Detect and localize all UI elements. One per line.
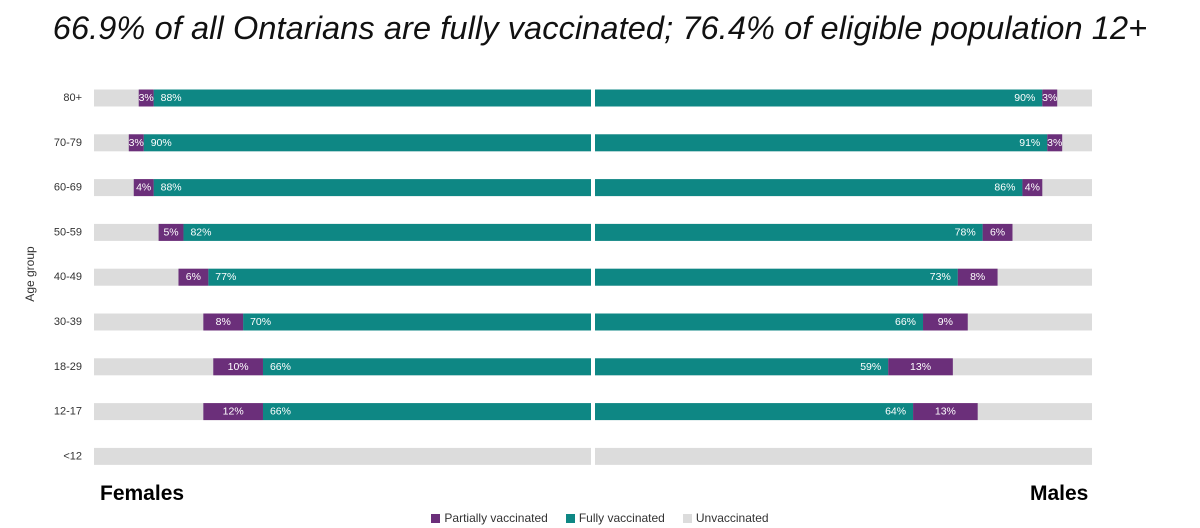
- label-partial-male-80: 3%: [1042, 92, 1057, 104]
- label-partial-female-30-39: 8%: [216, 316, 231, 328]
- bar-full-male-40-49: [595, 268, 958, 286]
- bar-partial-female-30-39: [203, 313, 244, 331]
- tick-label-60-69: 60-69: [54, 182, 82, 194]
- legend-label-unvaccinated: Unvaccinated: [695, 511, 769, 525]
- chart-title: 66.9% of all Ontarians are fully vaccina…: [52, 10, 1148, 46]
- bar-partial-female-12-17: [203, 403, 263, 421]
- bar-partial-male-60-69: [1022, 179, 1043, 197]
- label-full-male-40-49: 73%: [930, 271, 951, 283]
- bar-partial-male-12-17: [913, 403, 978, 421]
- bar-unvaccinated-male-12: [595, 447, 1092, 465]
- tick-label-80: 80+: [63, 92, 82, 104]
- bar-partial-female-18-29: [213, 358, 263, 376]
- tick-label-50-59: 50-59: [54, 226, 82, 238]
- label-full-male-80: 90%: [1014, 92, 1035, 104]
- legend-item-full: Fully vaccinated: [565, 511, 665, 525]
- label-full-female-40-49: 77%: [215, 271, 236, 283]
- bar-partial-male-50-59: [982, 223, 1013, 241]
- bar-unvaccinated-female-12: [94, 447, 591, 465]
- tick-label-40-49: 40-49: [54, 271, 82, 283]
- label-partial-male-12-17: 13%: [935, 406, 956, 418]
- label-full-female-12-17: 66%: [270, 406, 291, 418]
- label-full-female-70-79: 90%: [151, 137, 172, 149]
- bar-partial-female-60-69: [133, 179, 154, 197]
- tick-label-30-39: 30-39: [54, 316, 82, 328]
- legend-item-unvaccinated: Unvaccinated: [682, 511, 769, 525]
- bar-full-female-70-79: [143, 134, 591, 152]
- label-partial-female-40-49: 6%: [186, 271, 201, 283]
- bar-partial-male-70-79: [1047, 134, 1063, 152]
- bar-partial-male-18-29: [888, 358, 953, 376]
- label-partial-female-80: 3%: [139, 92, 154, 104]
- bar-partial-female-50-59: [158, 223, 184, 241]
- label-full-male-70-79: 91%: [1019, 137, 1040, 149]
- bar-full-male-12-17: [595, 403, 914, 421]
- chart-legend: Partially vaccinated Fully vaccinated Un…: [0, 511, 1200, 525]
- label-partial-female-70-79: 3%: [129, 137, 144, 149]
- label-full-female-60-69: 88%: [161, 182, 182, 194]
- bar-full-male-70-79: [595, 134, 1048, 152]
- legend-label-partial: Partially vaccinated: [444, 511, 548, 525]
- label-partial-male-60-69: 4%: [1025, 182, 1040, 194]
- bar-full-female-80: [153, 89, 591, 107]
- bar-partial-female-40-49: [178, 268, 209, 286]
- bar-partial-female-70-79: [128, 134, 144, 152]
- y-axis-label: Age group: [23, 246, 37, 302]
- males-label: Males: [1030, 482, 1089, 505]
- tick-label-18-29: 18-29: [54, 361, 82, 373]
- bar-partial-male-30-39: [923, 313, 968, 331]
- legend-swatch-full: [565, 513, 575, 523]
- label-full-female-18-29: 66%: [270, 361, 291, 373]
- bar-partial-male-80: [1042, 89, 1058, 107]
- bar-full-female-50-59: [183, 223, 591, 241]
- label-partial-male-40-49: 8%: [970, 271, 985, 283]
- bar-full-female-60-69: [153, 179, 591, 197]
- legend-label-full: Fully vaccinated: [578, 511, 665, 525]
- females-label: Females: [100, 482, 185, 505]
- legend-swatch-unvaccinated: [682, 513, 692, 523]
- bar-full-male-50-59: [595, 223, 983, 241]
- bar-full-female-40-49: [208, 268, 591, 286]
- label-full-male-30-39: 66%: [895, 316, 916, 328]
- label-full-female-30-39: 70%: [250, 316, 271, 328]
- label-full-male-60-69: 86%: [994, 182, 1015, 194]
- label-partial-male-70-79: 3%: [1047, 137, 1062, 149]
- tick-label-12-17: 12-17: [54, 406, 82, 418]
- bar-partial-female-80: [138, 89, 154, 107]
- label-partial-male-30-39: 9%: [938, 316, 953, 328]
- label-partial-female-60-69: 4%: [136, 182, 151, 194]
- bar-partial-male-40-49: [957, 268, 998, 286]
- label-partial-female-50-59: 5%: [163, 226, 178, 238]
- label-partial-male-18-29: 13%: [910, 361, 931, 373]
- label-full-female-80: 88%: [161, 92, 182, 104]
- legend-swatch-partial: [431, 513, 441, 523]
- tick-label-70-79: 70-79: [54, 137, 82, 149]
- bar-full-female-12-17: [262, 403, 591, 421]
- label-partial-female-18-29: 10%: [228, 361, 249, 373]
- label-full-male-50-59: 78%: [955, 226, 976, 238]
- label-partial-female-12-17: 12%: [223, 406, 244, 418]
- bar-full-male-30-39: [595, 313, 924, 331]
- label-full-female-50-59: 82%: [190, 226, 211, 238]
- label-partial-male-50-59: 6%: [990, 226, 1005, 238]
- label-full-male-18-29: 59%: [860, 361, 881, 373]
- label-full-male-12-17: 64%: [885, 406, 906, 418]
- legend-item-partial: Partially vaccinated: [431, 511, 548, 525]
- bar-full-female-30-39: [243, 313, 591, 331]
- tick-label-12: <12: [63, 450, 82, 462]
- bar-full-female-18-29: [262, 358, 591, 376]
- bar-full-male-18-29: [595, 358, 889, 376]
- bar-full-male-60-69: [595, 179, 1023, 197]
- bar-full-male-80: [595, 89, 1043, 107]
